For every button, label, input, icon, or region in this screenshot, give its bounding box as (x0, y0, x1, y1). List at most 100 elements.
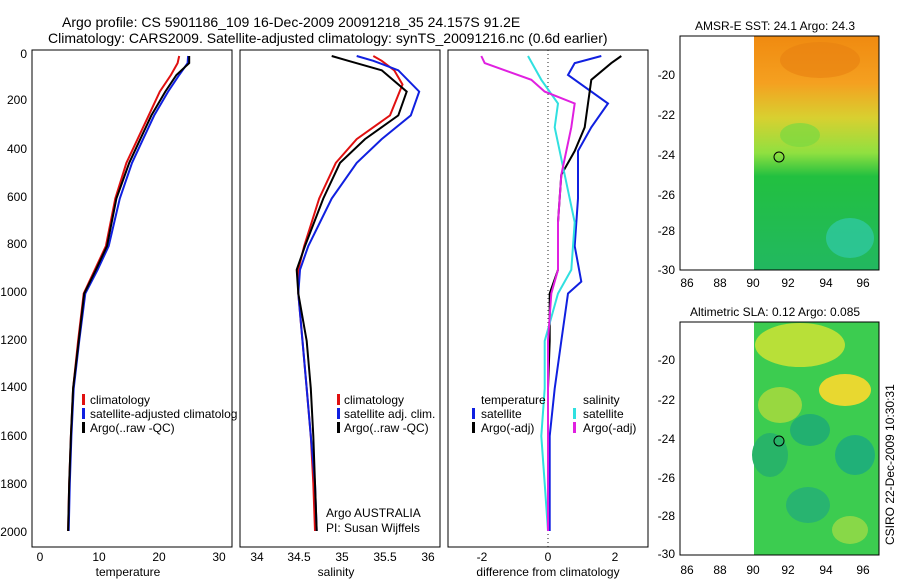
sla-lat-tick: -24 (658, 432, 676, 446)
difference-series-temperature-satellite (548, 55, 610, 531)
sla-lon-tick: 92 (781, 563, 795, 577)
profile-curves (67, 55, 622, 532)
depth-tick-label: 400 (7, 142, 27, 156)
depth-axis: 0 200 400 600 800 1000 1200 1400 1600 18… (0, 47, 27, 539)
pi-name-label: PI: Susan Wijffels (326, 521, 420, 535)
sla-lon-tick: 94 (819, 563, 833, 577)
sst-lat-tick: -26 (658, 188, 676, 202)
sla-map: Altimetric SLA: 0.12 Argo: 0.085 -20 -22… (658, 305, 880, 577)
sla-lat-tick: -30 (658, 547, 676, 561)
argo-float-marker (773, 435, 785, 447)
depth-tick-label: 0 (20, 47, 27, 61)
sla-low-patch (752, 433, 788, 477)
depth-tick-label: 1200 (0, 333, 27, 347)
salinity-tick-label: 35 (335, 550, 349, 564)
sst-cool-patch (826, 218, 874, 258)
salinity-panel-frame (239, 49, 441, 548)
sst-lon-tick: 92 (781, 276, 795, 290)
sst-lat-tick: -28 (658, 224, 676, 238)
legend-swatch-sal-satellite (573, 408, 576, 419)
sst-map-title: AMSR-E SST: 24.1 Argo: 24.3 (695, 19, 855, 33)
sla-low-patch (786, 487, 830, 523)
sla-lat-tick: -20 (658, 353, 676, 367)
legend-swatch-climatology (82, 394, 85, 405)
difference-series-salinity-argo-adj- (480, 55, 576, 531)
legend-label: Argo(-adj) (583, 421, 636, 435)
depth-tick-label: 600 (7, 190, 27, 204)
legend-label: satellite (481, 407, 522, 421)
depth-tick-label: 1600 (0, 429, 27, 443)
sst-lat-tick: -30 (658, 263, 676, 277)
argo-float-marker (773, 151, 785, 163)
title-line-1: Argo profile: CS 5901186_109 16-Dec-2009… (62, 14, 520, 30)
sla-high-patch (755, 323, 845, 367)
sla-low-patch (835, 435, 875, 475)
sla-high-patch (819, 374, 871, 406)
legend-swatch-satellite (82, 408, 85, 419)
depth-tick-label: 200 (7, 93, 27, 107)
sla-lon-tick: 88 (713, 563, 727, 577)
difference-tick-label: 0 (545, 550, 552, 564)
depth-tick-label: 800 (7, 237, 27, 251)
sla-map-title: Altimetric SLA: 0.12 Argo: 0.085 (690, 305, 860, 319)
temperature-tick-label: 20 (152, 550, 166, 564)
sla-lat-tick: -26 (658, 471, 676, 485)
salinity-tick-label: 34 (250, 550, 264, 564)
legend-label: satellite-adjusted climatolog (90, 407, 237, 421)
difference-series-salinity-satellite (527, 55, 576, 532)
legend-label: Argo(-adj) (481, 421, 534, 435)
salinity-series-satellite-adj-clim- (297, 55, 421, 532)
legend-header-salinity: salinity (583, 393, 620, 407)
temperature-tick-label: 10 (92, 550, 106, 564)
title-line-2: Climatology: CARS2009. Satellite-adjuste… (48, 30, 608, 46)
sst-patch (780, 123, 820, 147)
temperature-axis-label: temperature (96, 565, 161, 579)
legend-swatch-satellite (337, 408, 340, 419)
depth-tick-label: 1000 (0, 285, 27, 299)
difference-axis-label: difference from climatology (476, 565, 619, 579)
sst-map: AMSR-E SST: 24.1 Argo: 24.3 -20 -22 -24 … (658, 19, 880, 290)
sla-lon-tick: 90 (746, 563, 760, 577)
salinity-series-argo-raw-qc- (295, 55, 408, 532)
temperature-series-satellite-adjusted-climatolog (67, 55, 190, 532)
sst-lat-tick: -24 (658, 148, 676, 162)
sla-lat-tick: -22 (658, 393, 676, 407)
csiro-timestamp: CSIRO 22-Dec-2009 10:30:31 (883, 384, 897, 545)
difference-tick-label: -2 (477, 550, 488, 564)
legend-label: climatology (344, 393, 404, 407)
legend-label: climatology (90, 393, 150, 407)
difference-tick-label: 2 (612, 550, 619, 564)
legend-swatch-temp-argo (472, 422, 475, 433)
legend-label: satellite adj. clim. (344, 407, 435, 421)
temperature-panel-frame (31, 49, 233, 548)
depth-tick-label: 2000 (0, 525, 27, 539)
legend-swatch-climatology (337, 394, 340, 405)
legend-swatch-temp-satellite (472, 408, 475, 419)
sst-lon-tick: 90 (746, 276, 760, 290)
argo-australia-label: Argo AUSTRALIA (326, 506, 421, 520)
temperature-tick-label: 0 (37, 550, 44, 564)
sst-lon-tick: 86 (680, 276, 694, 290)
depth-tick-label: 1400 (0, 380, 27, 394)
sst-lon-tick: 94 (819, 276, 833, 290)
sst-lat-tick: -22 (658, 108, 676, 122)
legend-swatch-argo (82, 422, 85, 433)
sla-high-patch (832, 516, 868, 544)
salinity-legend: climatology satellite adj. clim. Argo(..… (326, 393, 435, 535)
temperature-legend: climatology satellite-adjusted climatolo… (82, 393, 237, 435)
legend-label: satellite (583, 407, 624, 421)
sla-high-patch (758, 387, 802, 423)
sst-lon-tick: 96 (856, 276, 870, 290)
difference-legend: temperature satellite Argo(-adj) salinit… (472, 393, 636, 435)
salinity-axis-label: salinity (318, 565, 355, 579)
sst-lon-tick: 88 (713, 276, 727, 290)
salinity-tick-label: 34.5 (287, 550, 311, 564)
sst-map-frame (679, 35, 880, 271)
legend-header-temperature: temperature (481, 393, 546, 407)
sla-lon-tick: 96 (856, 563, 870, 577)
sst-lat-tick: -20 (658, 68, 676, 82)
sla-lat-tick: -28 (658, 509, 676, 523)
depth-tick-label: 1800 (0, 477, 27, 491)
sla-low-patch (790, 414, 830, 446)
